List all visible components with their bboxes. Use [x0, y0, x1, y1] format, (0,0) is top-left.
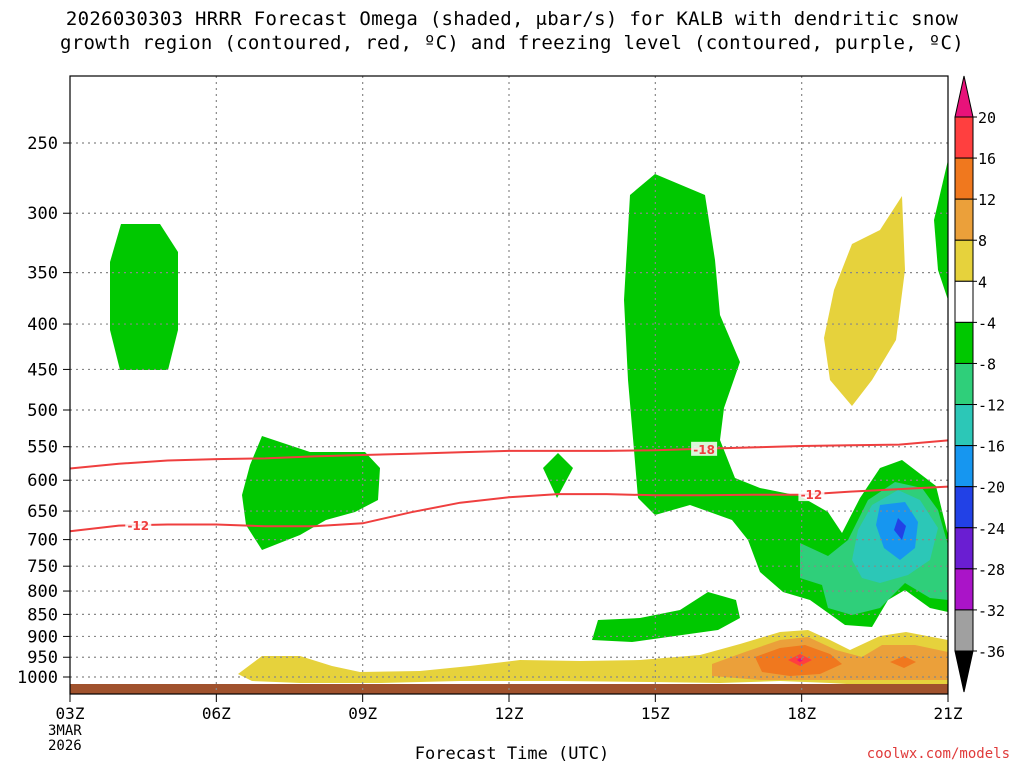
omega-shading — [110, 160, 948, 686]
contour-line-m18 — [69, 439, 949, 470]
x-tick-label-15: 15Z — [641, 704, 670, 723]
date-label-year: 2026 — [48, 738, 82, 754]
x-axis-label: Forecast Time (UTC) — [414, 744, 610, 764]
contour-label-m12: -12 — [127, 519, 149, 533]
y-tick-label-400: 400 — [27, 315, 58, 335]
x-tick-label-3: 03Z — [56, 704, 85, 723]
x-tick-label-9: 09Z — [348, 704, 377, 723]
colorbar-label-2: 12 — [978, 191, 996, 209]
y-axis-ticks: 2503003504004505005506006507007508008509… — [17, 134, 70, 688]
colorbar-swatch-1 — [954, 157, 974, 200]
y-tick-label-500: 500 — [27, 401, 58, 421]
colorbar-swatch-8 — [954, 445, 974, 488]
y-tick-label-900: 900 — [27, 627, 58, 647]
contour-label-bg — [798, 487, 825, 502]
colorbar-label-8: -16 — [978, 438, 1005, 456]
y-tick-label-250: 250 — [27, 134, 58, 154]
colorbar-label-12: -32 — [978, 602, 1005, 620]
y-tick-label-1000: 1000 — [17, 668, 58, 688]
colorbar-swatch-5 — [954, 321, 974, 364]
colorbar-label-10: -24 — [978, 520, 1005, 538]
x-axis-ticks: 03Z 06Z 09Z 12Z 15Z 18Z 21Z — [56, 694, 963, 723]
y-tick-label-300: 300 — [27, 204, 58, 224]
colorbar-label-9: -20 — [978, 479, 1005, 497]
colorbar-label-1: 16 — [978, 150, 996, 168]
colorbar-swatch-0 — [954, 116, 974, 159]
colorbar-swatch-3 — [954, 239, 974, 282]
colorbar-swatch-6 — [954, 362, 974, 406]
colorbar-label-5: -4 — [978, 314, 996, 332]
colorbar-label-13: -36 — [978, 643, 1005, 661]
y-tick-label-650: 650 — [27, 502, 58, 522]
contour-label-m12: -12 — [801, 488, 823, 502]
colorbar-label-4: 4 — [978, 273, 987, 291]
temperature-contours: -18 -12 -12 — [69, 439, 949, 533]
chart-title-line2: growth region (contoured, red, ºC) and f… — [60, 32, 964, 54]
colorbar-label-0: 20 — [978, 109, 996, 127]
grid-lines — [70, 76, 948, 694]
colorbar-label-11: -28 — [978, 561, 1005, 579]
omega-region-yellow-upper — [824, 196, 905, 406]
colorbar-label-7: -12 — [978, 397, 1005, 415]
omega-region-green-6 — [934, 160, 948, 300]
omega-region-green-1 — [110, 224, 178, 370]
omega-region-green-3 — [543, 453, 573, 498]
y-tick-label-800: 800 — [27, 582, 58, 602]
chart-title-line1: 2026030303 HRRR Forecast Omega (shaded, … — [65, 8, 959, 30]
omega-region-orange-small — [890, 656, 916, 668]
colorbar-swatch-10 — [954, 527, 974, 570]
colorbar-swatch-11 — [954, 568, 974, 611]
y-tick-label-750: 750 — [27, 557, 58, 577]
omega-region-blue — [894, 518, 906, 540]
omega-region-green-2 — [242, 436, 380, 550]
y-tick-label-950: 950 — [27, 648, 58, 668]
contour-label-bg — [125, 518, 152, 533]
y-tick-label-700: 700 — [27, 531, 58, 551]
colorbar-bottom-arrow — [954, 650, 974, 693]
colorbar: 20 16 12 8 4 -4 -8 -12 -16 -20 -24 -28 -32 -36 — [954, 75, 1005, 693]
y-tick-label-850: 850 — [27, 605, 58, 625]
colorbar-swatch-4 — [954, 280, 974, 323]
colorbar-swatch-12 — [954, 609, 974, 652]
colorbar-label-3: 8 — [978, 232, 987, 250]
colorbar-swatch-9 — [954, 486, 974, 529]
colorbar-top-arrow — [954, 75, 974, 118]
x-tick-label-6: 06Z — [202, 704, 231, 723]
omega-region-green-5 — [592, 592, 740, 642]
contour-label-bg — [691, 441, 718, 456]
x-tick-label-21: 21Z — [934, 704, 963, 723]
y-tick-label-600: 600 — [27, 471, 58, 491]
contour-label-m18: -18 — [693, 443, 715, 457]
colorbar-swatch-7 — [954, 404, 974, 447]
x-tick-label-18: 18Z — [787, 704, 816, 723]
colorbar-swatch-2 — [954, 198, 974, 241]
colorbar-label-6: -8 — [978, 355, 996, 373]
date-label-day: 3MAR — [48, 723, 82, 739]
x-tick-label-12: 12Z — [495, 704, 524, 723]
credit-text: coolwx.com/models — [866, 746, 1010, 762]
y-tick-label-450: 450 — [27, 360, 58, 380]
y-tick-label-550: 550 — [27, 438, 58, 458]
y-tick-label-350: 350 — [27, 264, 58, 284]
